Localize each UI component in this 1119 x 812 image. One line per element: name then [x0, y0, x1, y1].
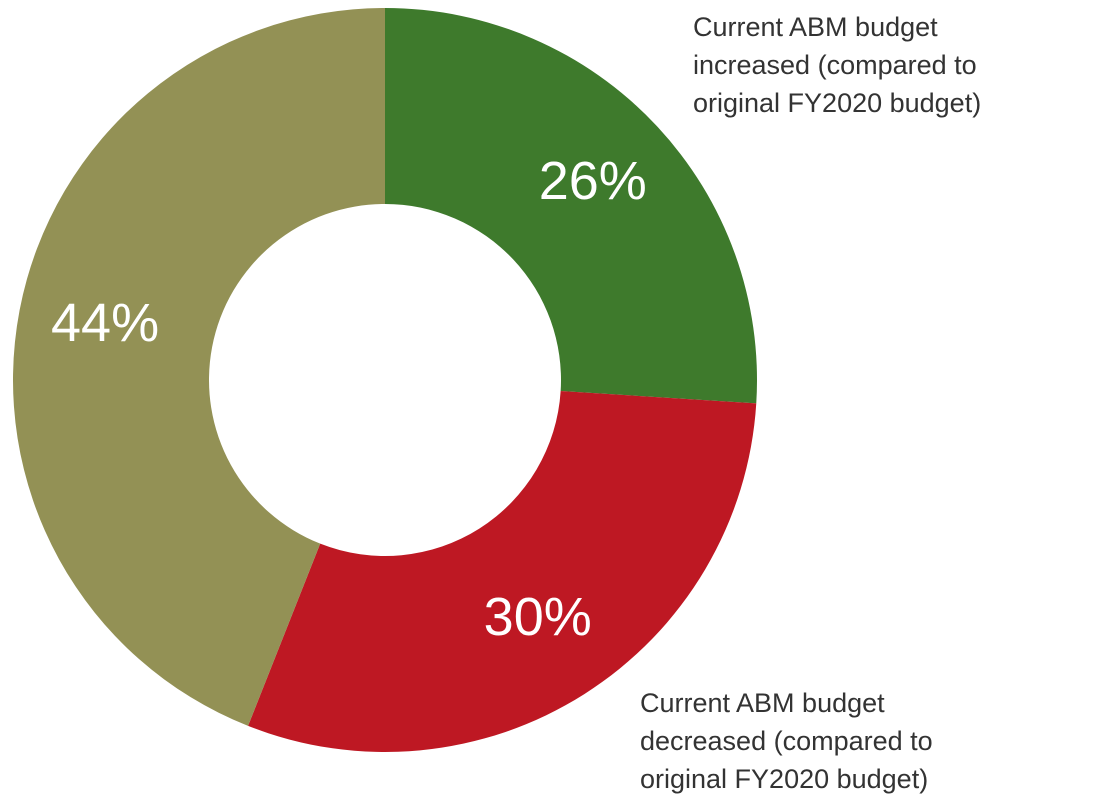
category-label: Current ABM budget decreased (compared t…: [640, 688, 933, 794]
donut-segment: [248, 391, 757, 752]
value-label: 26%: [539, 151, 647, 211]
donut-segment: [12, 8, 385, 726]
value-label: 30%: [484, 587, 592, 647]
donut-segment: [385, 8, 757, 404]
value-label: 44%: [51, 293, 159, 353]
category-label: Current ABM budget increased (compared t…: [693, 12, 982, 118]
